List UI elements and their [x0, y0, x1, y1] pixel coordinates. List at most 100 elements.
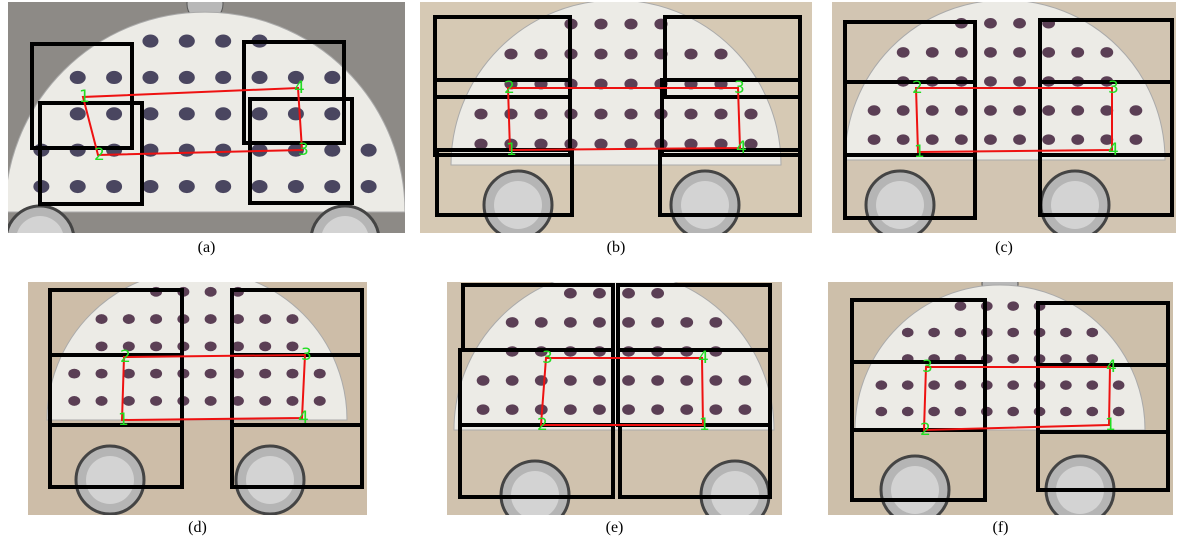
- speckle-dot: [709, 317, 722, 327]
- speckle-dot: [1060, 328, 1072, 337]
- point-label: 2: [120, 347, 131, 367]
- speckle-dot: [259, 369, 271, 379]
- speckle-dot: [150, 396, 162, 406]
- speckle-dot: [477, 404, 490, 414]
- speckle-dot: [1086, 407, 1098, 416]
- speckle-dot: [252, 71, 268, 84]
- speckle-dot: [709, 404, 722, 414]
- point-label: 4: [736, 138, 747, 158]
- speckle-dot: [897, 134, 910, 144]
- speckle-dot: [361, 180, 377, 193]
- speckle-dot: [680, 404, 693, 414]
- figure: 1234(a)1234(b)1234(c)1234(d)1234(e)1234(…: [0, 0, 1184, 550]
- panel: 1234: [28, 266, 367, 515]
- speckle-dot: [594, 19, 607, 30]
- speckle-dot: [534, 139, 547, 150]
- speckle-dot: [684, 109, 697, 120]
- speckle-dot: [684, 49, 697, 60]
- speckle-dot: [928, 380, 940, 389]
- speckle-dot: [1007, 301, 1019, 310]
- speckle-dot: [106, 180, 122, 193]
- point-label: 2: [920, 420, 931, 440]
- speckle-dot: [259, 314, 271, 324]
- speckle-dot: [984, 105, 997, 115]
- speckle-dot: [1013, 134, 1026, 144]
- speckle-dot: [1130, 134, 1143, 144]
- speckle-dot: [179, 180, 195, 193]
- speckle-dot: [1042, 134, 1055, 144]
- speckle-dot: [506, 317, 519, 327]
- speckle-dot: [535, 375, 548, 385]
- caption: (f): [993, 519, 1009, 536]
- speckle-dot: [1007, 354, 1019, 363]
- speckle-dot: [215, 107, 231, 120]
- speckle-dot: [324, 144, 340, 157]
- speckle-dot: [714, 49, 727, 60]
- point-label: 2: [504, 78, 515, 98]
- caption: (d): [188, 519, 207, 536]
- caption: (b): [607, 239, 626, 256]
- speckle-dot: [897, 105, 910, 115]
- speckle-dot: [622, 375, 635, 385]
- speckle-dot: [106, 71, 122, 84]
- speckle-dot: [142, 35, 158, 48]
- speckle-dot: [324, 180, 340, 193]
- speckle-dot: [1013, 47, 1026, 57]
- speckle-dot: [955, 407, 967, 416]
- speckle-dot: [506, 375, 519, 385]
- point-label: 1: [914, 142, 925, 162]
- speckle-dot: [1060, 380, 1072, 389]
- speckle-dot: [150, 341, 162, 351]
- speckle-dot: [902, 407, 914, 416]
- speckle-dot: [68, 396, 80, 406]
- point-label: 3: [298, 140, 309, 160]
- speckle-dot: [622, 404, 635, 414]
- roller-center: [86, 456, 134, 504]
- point-label: 1: [1105, 415, 1116, 435]
- speckle-dot: [477, 375, 490, 385]
- speckle-dot: [955, 380, 967, 389]
- point-label: 3: [734, 78, 745, 98]
- speckle-dot: [215, 144, 231, 157]
- speckle-dot: [955, 134, 968, 144]
- speckle-dot: [215, 180, 231, 193]
- roller-center: [321, 216, 369, 264]
- speckle-dot: [1013, 18, 1026, 28]
- speckle-dot: [651, 404, 664, 414]
- speckle-dot: [984, 47, 997, 57]
- speckle-dot: [288, 107, 304, 120]
- speckle-dot: [651, 317, 664, 327]
- caption: (c): [995, 239, 1013, 256]
- roller-center: [246, 456, 294, 504]
- speckle-dot: [622, 288, 635, 298]
- speckle-dot: [179, 144, 195, 157]
- speckle-dot: [96, 314, 108, 324]
- speckle-dot: [286, 314, 298, 324]
- speckle-dot: [142, 71, 158, 84]
- speckle-dot: [624, 19, 637, 30]
- caption: (e): [606, 519, 624, 536]
- speckle-dot: [902, 380, 914, 389]
- speckle-dot: [96, 396, 108, 406]
- speckle-dot: [70, 180, 86, 193]
- point-label: 1: [506, 140, 517, 160]
- speckle-dot: [123, 314, 135, 324]
- point-label: 4: [298, 408, 309, 428]
- speckle-dot: [504, 49, 517, 60]
- speckle-dot: [955, 47, 968, 57]
- speckle-dot: [535, 317, 548, 327]
- point-label: 4: [1106, 357, 1117, 377]
- speckle-dot: [1130, 105, 1143, 115]
- speckle-dot: [96, 341, 108, 351]
- speckle-dot: [70, 107, 86, 120]
- speckle-dot: [506, 404, 519, 414]
- speckle-dot: [624, 139, 637, 150]
- roller-center: [1051, 181, 1099, 229]
- speckle-dot: [1071, 134, 1084, 144]
- speckle-dot: [709, 375, 722, 385]
- speckle-dot: [286, 341, 298, 351]
- speckle-dot: [205, 369, 217, 379]
